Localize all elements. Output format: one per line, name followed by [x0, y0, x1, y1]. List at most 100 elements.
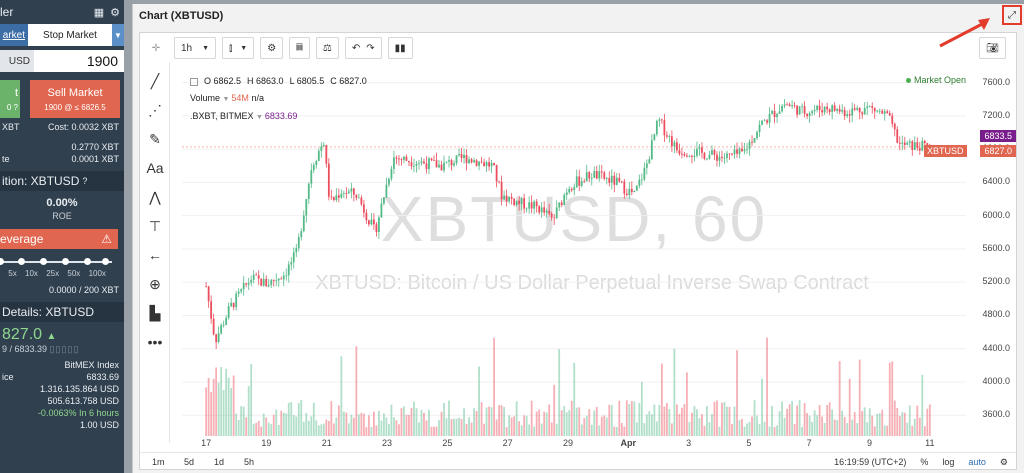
slider-dot[interactable]	[102, 258, 109, 265]
candle	[623, 178, 626, 199]
measure-icon[interactable]: ⊤	[148, 217, 162, 234]
volume-bar	[776, 425, 778, 436]
plot-area[interactable]: XBTUSD, 60 XBTUSD: Bitcoin / US Dollar P…	[182, 66, 966, 436]
calculator-icon[interactable]: ▦	[93, 6, 105, 19]
indicators-button[interactable]: 𝄜	[289, 37, 310, 59]
candle	[428, 156, 430, 175]
candle	[736, 142, 738, 158]
legend-low: L 6805.5	[289, 76, 325, 86]
volume-bar	[455, 418, 458, 436]
volume-bar	[493, 337, 495, 436]
crosshair-icon[interactable]: ✛	[144, 37, 168, 59]
candle	[545, 208, 548, 218]
volume-bar	[365, 427, 368, 436]
volume-bar	[345, 412, 348, 436]
buy-market-button[interactable]: t 0 ?	[0, 80, 20, 118]
text-icon[interactable]: Aa	[146, 160, 164, 176]
volume-bar	[703, 425, 706, 436]
tab-market[interactable]: arket	[0, 24, 28, 46]
bars-button[interactable]: ▮▮	[387, 37, 413, 59]
y-tick-label: 5600.0	[982, 242, 1010, 253]
slider-dot[interactable]	[84, 258, 91, 265]
time-axis[interactable]: 17 19 21 23 25 27 29 Apr 3 5 7 9 11	[182, 436, 966, 452]
volume-bar	[648, 411, 651, 436]
candle	[848, 109, 851, 123]
quantity-input[interactable]: 1900	[34, 50, 124, 72]
candle	[398, 155, 400, 166]
volume-bar	[262, 413, 265, 436]
volume-bar	[753, 400, 756, 436]
pattern-icon[interactable]: ⋀	[149, 188, 161, 205]
candle	[212, 313, 215, 336]
legend-open: O 6862.5	[204, 76, 242, 86]
gear-icon[interactable]: ⚙	[999, 457, 1008, 467]
arrow-left-icon[interactable]: ←	[148, 247, 162, 263]
compare-button[interactable]: ⚖	[315, 37, 339, 59]
volume-bar	[766, 337, 768, 436]
price-axis[interactable]: 3600.0 4000.0 4400.0 4800.0 5200.0 5600.0 6000…	[924, 66, 1016, 436]
ruler-icon[interactable]: ▙	[149, 304, 161, 321]
slider-dot[interactable]	[40, 258, 47, 265]
volume-bar	[255, 422, 258, 436]
chevron-down-icon[interactable]: ▼	[112, 24, 124, 46]
auto-toggle[interactable]: auto	[968, 457, 986, 467]
settings-button[interactable]: ⚙	[260, 37, 284, 59]
order-panel-title: ler	[0, 5, 14, 19]
quantity-field[interactable]: USD 1900	[0, 50, 124, 72]
volume-bar	[312, 402, 315, 436]
volume-bar	[791, 400, 793, 436]
slider-dot[interactable]	[0, 258, 4, 265]
candle	[861, 111, 864, 119]
gear-icon[interactable]: ⚙	[110, 6, 120, 19]
interval-select[interactable]: 1h ▼	[174, 37, 217, 59]
volume-bar	[861, 411, 864, 436]
candle	[658, 117, 661, 127]
slider-dot[interactable]	[62, 258, 69, 265]
volume-bar	[663, 406, 666, 436]
order-panel: ler ▦ ⚙ arket Stop Market ▼ USD 1900 t 0…	[0, 0, 124, 473]
sell-market-button[interactable]: Sell Market 1900 @ ≤ 6826.5	[30, 80, 120, 118]
candle	[418, 160, 420, 170]
leverage-bar[interactable]: everage ⚠	[0, 229, 118, 249]
help-icon[interactable]: ?	[82, 176, 88, 186]
candle	[628, 182, 631, 199]
volume-bar	[721, 402, 723, 436]
trend-line-icon[interactable]: ╱	[150, 72, 160, 89]
log-toggle[interactable]: log	[942, 457, 955, 467]
more-icon[interactable]: •••	[147, 334, 163, 350]
collapse-icon[interactable]	[190, 77, 198, 86]
volume-bar	[533, 426, 536, 436]
slider-dot[interactable]	[18, 258, 25, 265]
chart-type-select[interactable]: ⫾ ▼	[222, 37, 255, 59]
tab-stop-market[interactable]: Stop Market	[28, 24, 112, 46]
volume-bar	[833, 419, 836, 436]
range-5h[interactable]: 5h	[244, 457, 255, 467]
zoom-icon[interactable]: ⊕	[149, 275, 161, 292]
range-1d[interactable]: 1d	[214, 457, 225, 467]
candle	[873, 107, 876, 119]
volume-bar	[838, 361, 841, 436]
fib-icon[interactable]: ⋰	[148, 101, 162, 118]
chart-legend: O 6862.5 H 6863.0 L 6805.5 C 6827.0 Volu…	[190, 73, 367, 126]
volume-bar	[713, 401, 716, 436]
screenshot-button[interactable]: 📷︎	[979, 37, 1006, 59]
percent-toggle[interactable]: %	[920, 457, 929, 467]
redo-icon[interactable]: ↷	[366, 42, 375, 54]
chart-frame: ✛ 1h ▼ ⫾ ▼ ⚙ 𝄜 ⚖ ↶ ↷ ▮▮ 📷︎	[139, 32, 1017, 470]
undo-icon[interactable]: ↶	[351, 42, 361, 54]
candle	[570, 187, 573, 193]
clock: 16:19:59 (UTC+2)	[834, 457, 907, 467]
candle	[803, 101, 806, 118]
sell-sub-label: 1900 @ ≤ 6826.5	[44, 102, 106, 112]
range-1m[interactable]: 1m	[152, 457, 165, 467]
brush-icon[interactable]: ✎	[149, 130, 161, 147]
watermark-description: XBTUSD: Bitcoin / US Dollar Perpetual In…	[315, 272, 869, 294]
volume-bar	[252, 423, 255, 436]
volume-bar	[500, 405, 503, 436]
order-type-tabs: arket Stop Market ▼	[0, 24, 124, 46]
leverage-slider[interactable]	[0, 257, 112, 267]
candle	[881, 108, 884, 114]
expand-icon[interactable]: ⤢	[1002, 5, 1022, 25]
range-5d[interactable]: 5d	[184, 457, 195, 467]
volume-bar	[498, 405, 501, 436]
